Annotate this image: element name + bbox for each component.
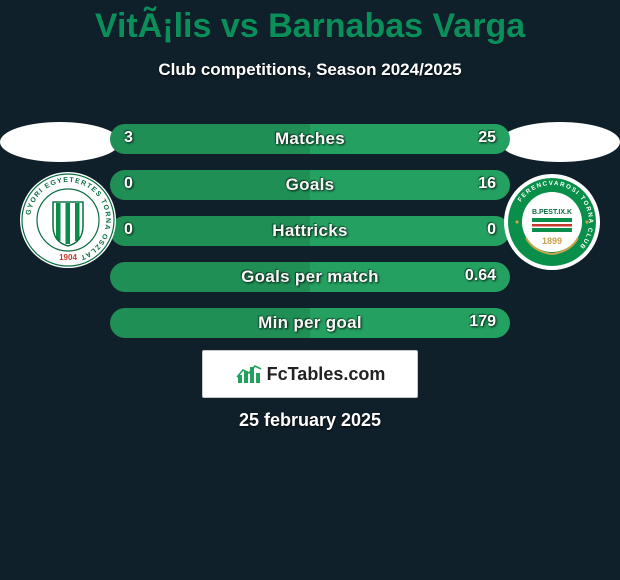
chart-icon	[235, 363, 263, 385]
center-stripe	[532, 218, 572, 222]
date-label: 25 february 2025	[0, 410, 620, 431]
source-logo-box: FcTables.com	[202, 350, 418, 398]
stat-label: Min per goal	[258, 313, 362, 333]
stat-right-value: 25	[478, 129, 496, 147]
star-dot	[515, 220, 518, 223]
club-badge-left: GYORI EGYETERTES TORNA OSZLAT 1904	[18, 170, 118, 270]
comparison-card: VitÃ¡lis vs Barnabas Varga Club competit…	[0, 0, 620, 580]
stat-right-value: 16	[478, 175, 496, 193]
stat-pill-mpg: Min per goal 179	[110, 308, 510, 338]
stat-left-value: 0	[124, 221, 133, 239]
center-stripe	[532, 228, 572, 232]
badge-left-svg: GYORI EGYETERTES TORNA OSZLAT 1904	[18, 170, 118, 270]
stat-right-value: 0	[487, 221, 496, 239]
stripe	[66, 203, 71, 244]
stat-label: Goals per match	[241, 267, 379, 287]
badge-center-top: B.PEST.IX.K	[532, 209, 572, 216]
page-title: VitÃ¡lis vs Barnabas Varga	[0, 7, 620, 46]
source-logo-text: FcTables.com	[267, 364, 386, 385]
stripe	[75, 203, 80, 241]
badge-year: 1904	[59, 253, 77, 262]
subtitle: Club competitions, Season 2024/2025	[0, 60, 620, 80]
stat-left-value: 0	[124, 175, 133, 193]
stat-label: Hattricks	[272, 221, 347, 241]
stat-label: Goals	[286, 175, 335, 195]
stat-label: Matches	[275, 129, 345, 149]
stat-right-value: 0.64	[465, 267, 496, 285]
stat-right-value: 179	[469, 313, 496, 331]
star-dot	[585, 220, 588, 223]
stat-row: Min per goal 179	[0, 288, 620, 334]
center-stripe	[532, 224, 572, 227]
stripe	[56, 203, 61, 241]
club-badge-right: FERENCVAROSI TORNA CLUB B.PEST.IX.K 1899	[502, 172, 602, 272]
stat-row: 3 Matches 25	[0, 104, 620, 150]
badge-year: 1899	[542, 236, 562, 246]
badge-right-svg: FERENCVAROSI TORNA CLUB B.PEST.IX.K 1899	[502, 172, 602, 272]
stat-left-value: 3	[124, 129, 133, 147]
